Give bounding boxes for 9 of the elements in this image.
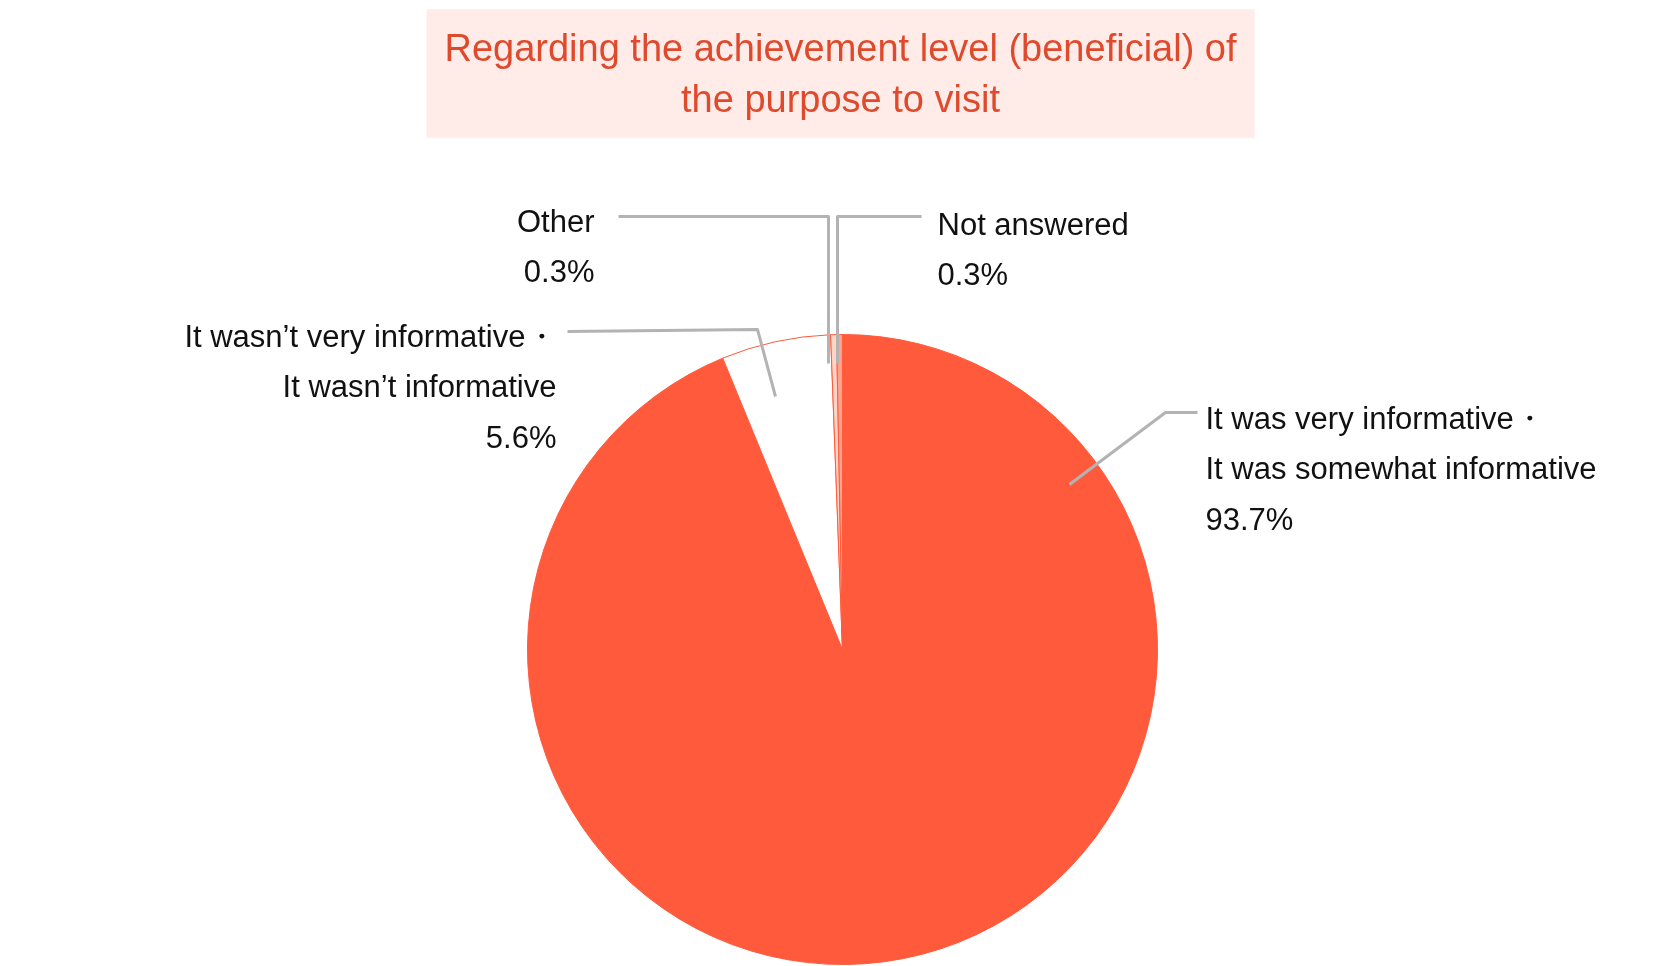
data-label: 0.3% [937,257,1009,293]
slice-label: It wasn’t very informative・ It wasn’t informative [184,318,557,405]
slice-label: Other [516,203,595,239]
slice-label: Not answered [937,206,1129,242]
data-label: 93.7% [1205,502,1294,537]
data-label: 5.6% [485,420,557,455]
data-label: 0.3% [523,254,595,290]
slice-label: It was very informative・ It was somewhat informative [1205,400,1597,487]
chart-title: Regarding the achievement level (beneficial) of the purpose to visit [444,27,1237,120]
